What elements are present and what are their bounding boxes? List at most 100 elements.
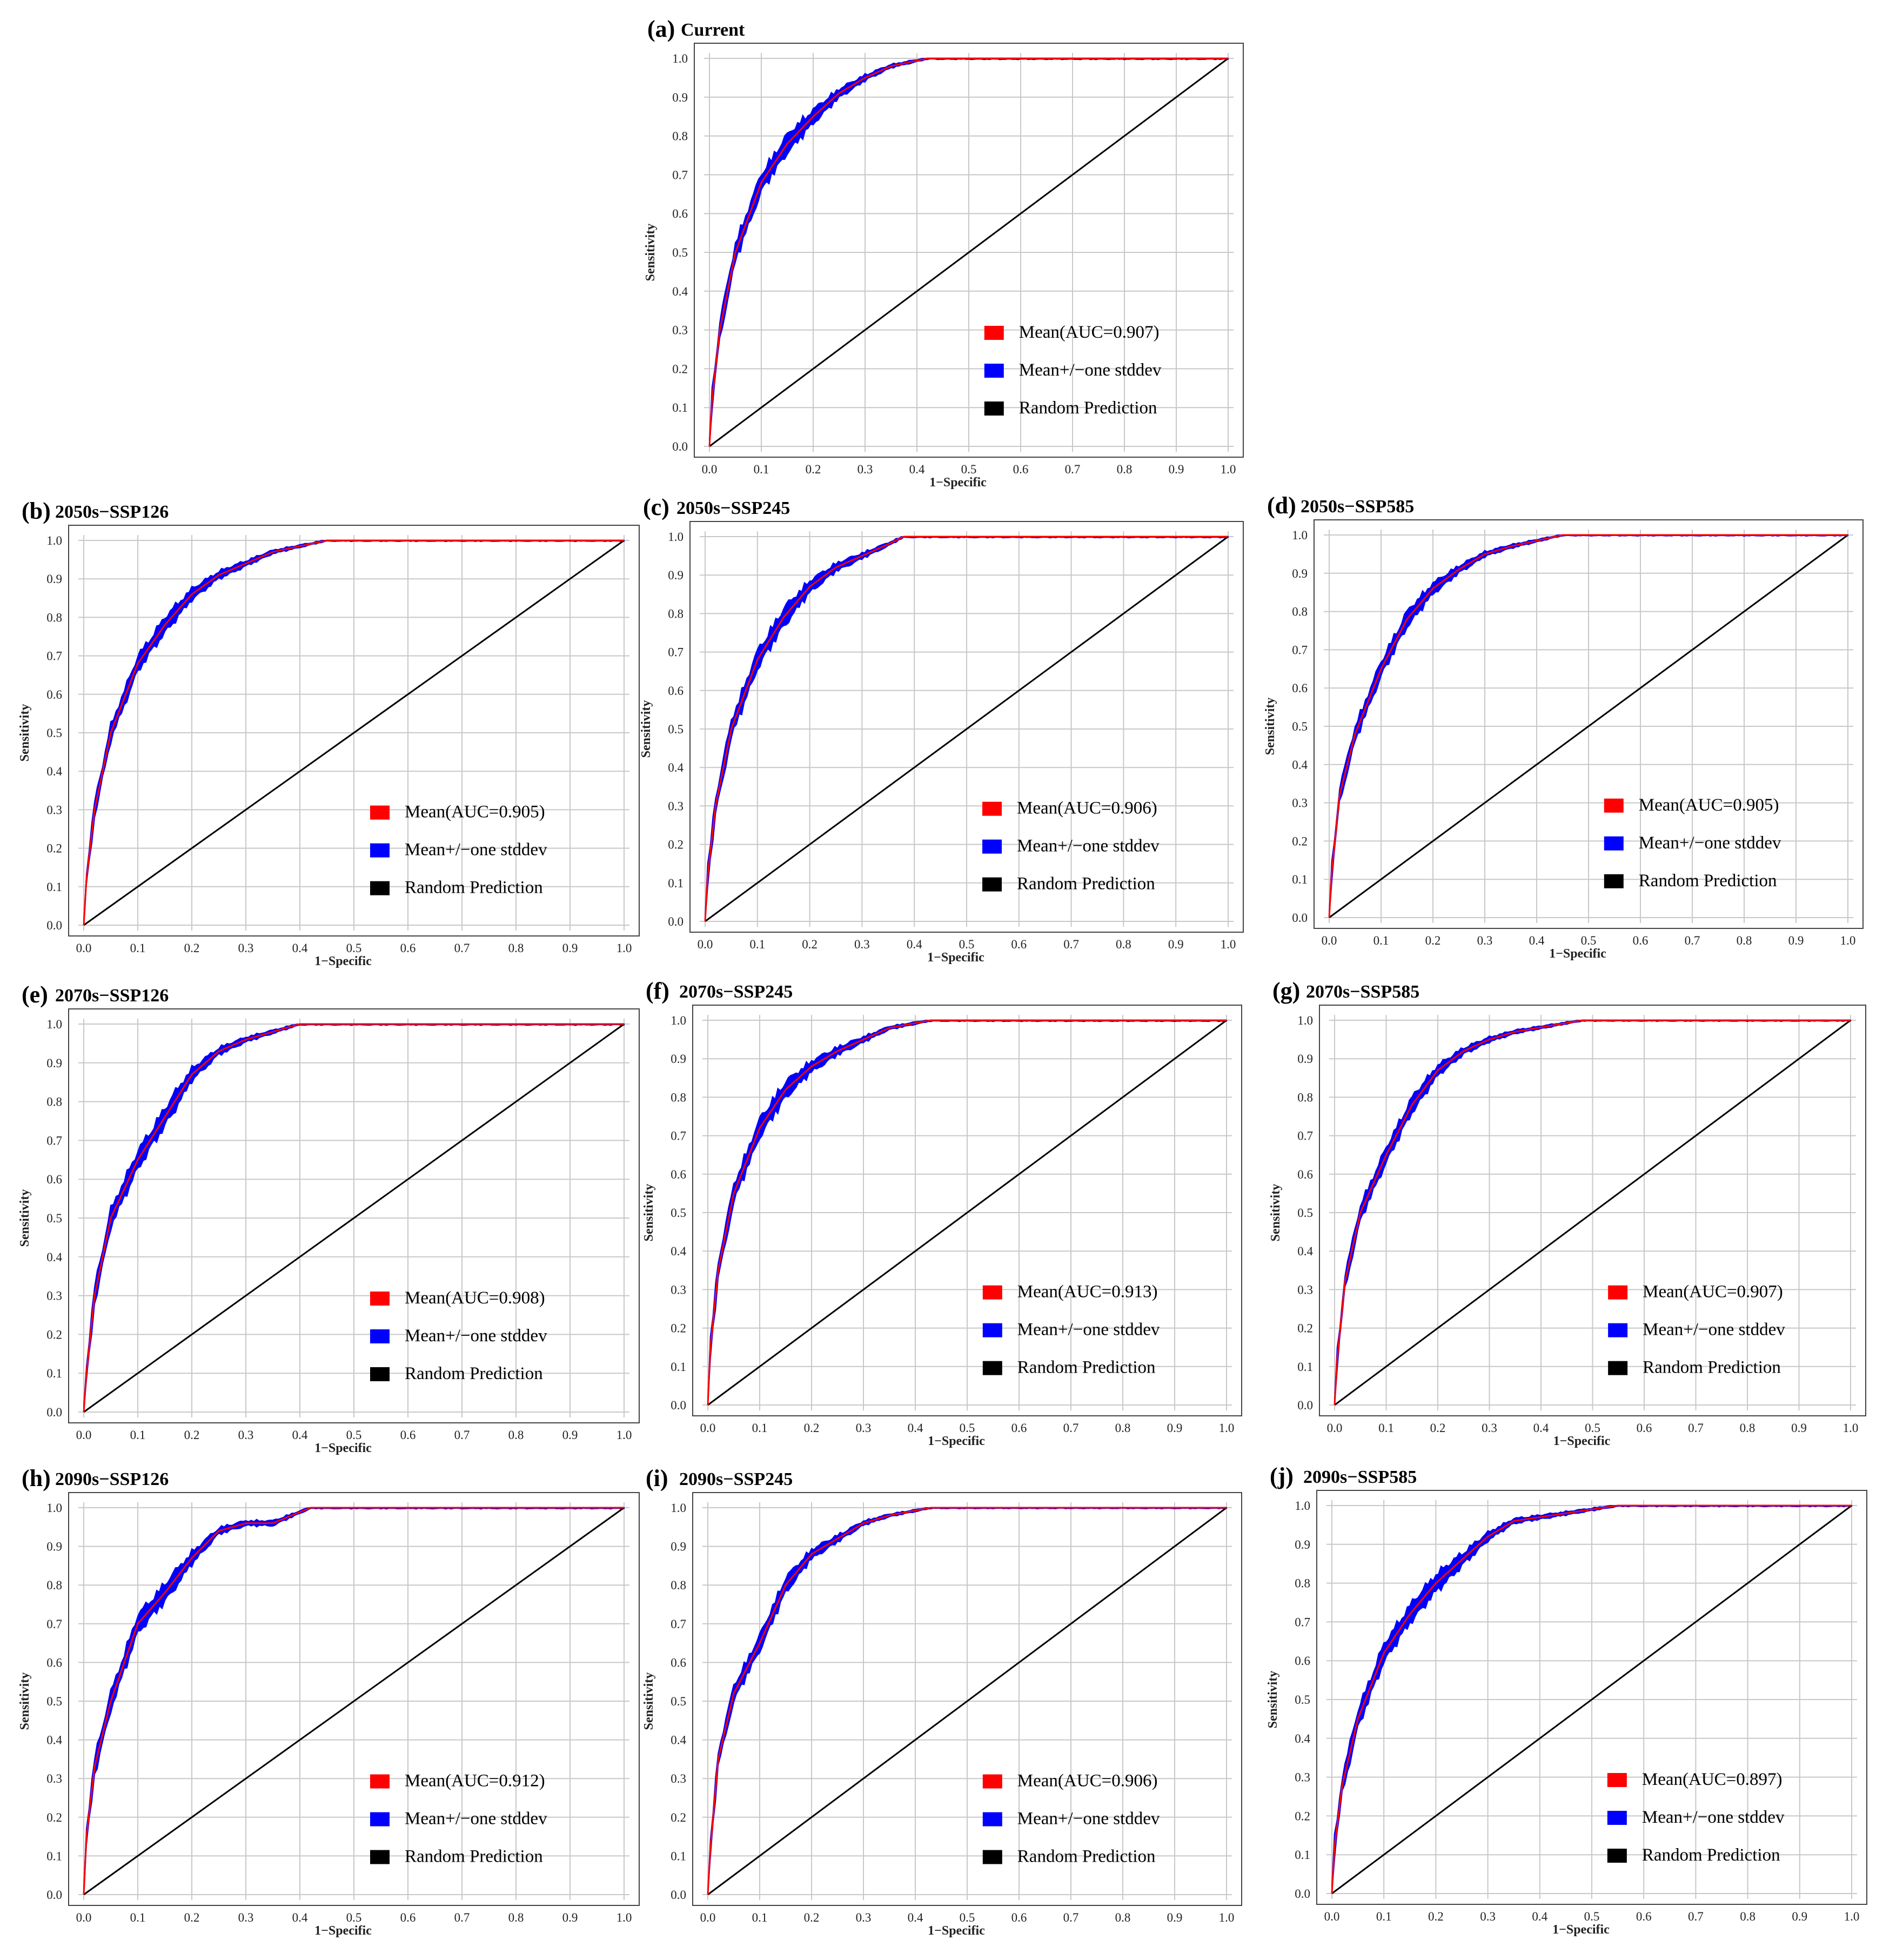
x-tick-label: 0.0 bbox=[698, 938, 713, 951]
x-tick-label: 0.7 bbox=[454, 1428, 470, 1442]
x-tick-label: 0.1 bbox=[752, 1421, 768, 1435]
random-prediction-line bbox=[83, 1507, 625, 1896]
y-axis-label: Sensitivity bbox=[642, 1184, 656, 1242]
y-tick-label: 0.5 bbox=[1295, 1693, 1310, 1707]
x-tick-label: 0.8 bbox=[1737, 934, 1752, 947]
x-tick-label: 0.3 bbox=[238, 941, 254, 955]
x-tick-label: 0.9 bbox=[562, 1911, 578, 1924]
legend-label: Random Prediction bbox=[405, 1847, 543, 1867]
x-axis-label: 1−Specific bbox=[928, 1434, 985, 1448]
x-tick-label: 0.5 bbox=[346, 941, 362, 955]
legend-swatch bbox=[982, 1850, 1002, 1864]
y-tick-label: 0.8 bbox=[46, 1578, 62, 1592]
random-prediction-line bbox=[707, 1507, 1227, 1896]
y-tick-label: 0.3 bbox=[1297, 1283, 1313, 1296]
x-axis-label: 1−Specific bbox=[1549, 947, 1606, 961]
x-tick-label: 0.8 bbox=[1740, 1421, 1755, 1435]
y-tick-label: 1.0 bbox=[1295, 1499, 1310, 1513]
y-axis-label: Sensitivity bbox=[1269, 1184, 1283, 1242]
legend-swatch bbox=[370, 1291, 390, 1306]
x-tick-label: 1.0 bbox=[1844, 1910, 1860, 1923]
legend: Mean(AUC=0.905) Mean+/−one stddev Random P… bbox=[370, 802, 547, 898]
y-tick-label: 0.2 bbox=[46, 1328, 62, 1341]
x-tick-label: 0.0 bbox=[1324, 1910, 1340, 1923]
y-tick-label: 0.5 bbox=[671, 1695, 686, 1708]
x-axis-label: 1−Specific bbox=[314, 954, 372, 968]
x-tick-label: 0.0 bbox=[76, 941, 92, 955]
y-axis-label: Sensitivity bbox=[639, 700, 653, 758]
legend: Mean(AUC=0.897) Mean+/−one stddev Random P… bbox=[1607, 1770, 1785, 1865]
y-tick-label: 0.4 bbox=[671, 1245, 686, 1258]
y-tick-label: 0.1 bbox=[671, 1360, 686, 1374]
x-tick-label: 0.7 bbox=[454, 941, 470, 955]
panel-label: (j) bbox=[1270, 1463, 1294, 1489]
x-tick-label: 0.6 bbox=[400, 1911, 416, 1924]
legend-swatch bbox=[370, 843, 390, 858]
mean-roc-line bbox=[1334, 1019, 1851, 1406]
x-tick-label: 0.4 bbox=[1533, 1421, 1549, 1435]
y-tick-label: 0.9 bbox=[46, 572, 62, 586]
x-tick-label: 1.0 bbox=[1219, 1421, 1235, 1435]
panel-title: Current bbox=[681, 20, 745, 40]
x-tick-label: 0.6 bbox=[1013, 463, 1029, 476]
x-tick-label: 0.6 bbox=[1011, 938, 1027, 951]
legend-swatch bbox=[370, 1367, 390, 1381]
x-tick-label: 0.9 bbox=[1792, 1910, 1807, 1923]
y-tick-label: 0.6 bbox=[46, 1173, 62, 1186]
x-tick-label: 0.0 bbox=[1327, 1421, 1343, 1435]
y-tick-label: 0.1 bbox=[46, 880, 62, 894]
x-tick-label: 1.0 bbox=[1840, 934, 1856, 947]
legend-label: Mean+/−one stddev bbox=[1017, 837, 1160, 856]
x-axis-label: 1−Specific bbox=[314, 1924, 372, 1938]
x-tick-label: 0.5 bbox=[959, 938, 975, 951]
gridlines bbox=[704, 53, 1234, 452]
y-tick-label: 0.1 bbox=[672, 401, 688, 414]
x-tick-label: 0.3 bbox=[238, 1911, 254, 1924]
x-tick-label: 0.9 bbox=[1167, 1421, 1183, 1435]
legend-label: Random Prediction bbox=[1017, 1358, 1156, 1377]
x-tick-label: 0.9 bbox=[562, 941, 578, 955]
y-tick-label: 0.8 bbox=[671, 1578, 686, 1592]
x-tick-label: 0.6 bbox=[1633, 934, 1649, 947]
panel-label: (e) bbox=[22, 981, 48, 1008]
y-axis-label: Sensitivity bbox=[644, 224, 658, 282]
y-tick-label: 0.9 bbox=[671, 1052, 686, 1066]
y-tick-label: 0.8 bbox=[671, 1091, 686, 1104]
legend-swatch bbox=[982, 1285, 1002, 1300]
y-tick-label: 0.6 bbox=[1292, 681, 1308, 695]
legend-swatch bbox=[1604, 874, 1624, 888]
legend-swatch bbox=[1607, 1810, 1627, 1825]
legend: Mean(AUC=0.905) Mean+/−one stddev Random P… bbox=[1604, 795, 1781, 891]
x-tick-label: 0.4 bbox=[292, 1428, 308, 1442]
x-tick-label: 0.2 bbox=[804, 1911, 820, 1924]
y-tick-label: 0.1 bbox=[1292, 873, 1308, 886]
panel-title: 2090s−SSP126 bbox=[55, 1469, 169, 1489]
x-tick-label: 0.8 bbox=[508, 941, 524, 955]
roc-panel-a: 0.0 0.1 0.2 0.3 0.4 0.5 0.6 0.7 0.8 0.9 1.0 0.0 0.1 0… bbox=[644, 16, 1244, 490]
x-tick-label: 0.7 bbox=[1065, 463, 1081, 476]
x-tick-label: 0.3 bbox=[856, 1911, 872, 1924]
y-tick-label: 0.4 bbox=[672, 285, 688, 298]
x-tick-label: 0.9 bbox=[1168, 938, 1184, 951]
legend-label: Mean+/−one stddev bbox=[1643, 1320, 1785, 1340]
x-tick-label: 0.8 bbox=[1115, 1421, 1131, 1435]
y-tick-label: 0.2 bbox=[1295, 1809, 1310, 1823]
y-tick-label: 0.6 bbox=[668, 684, 684, 698]
y-tick-label: 0.4 bbox=[668, 761, 684, 774]
y-tick-label: 1.0 bbox=[668, 530, 684, 544]
legend-swatch bbox=[982, 1812, 1002, 1827]
random-prediction-line bbox=[707, 1019, 1227, 1406]
x-tick-label: 0.8 bbox=[1740, 1910, 1755, 1923]
y-tick-label: 0.5 bbox=[46, 1212, 62, 1225]
x-tick-label: 0.0 bbox=[702, 463, 718, 476]
y-tick-label: 0.5 bbox=[671, 1206, 686, 1220]
y-tick-label: 0.4 bbox=[1292, 758, 1308, 772]
mean-roc-line bbox=[707, 1019, 1227, 1406]
x-tick-label: 0.2 bbox=[806, 463, 821, 476]
x-tick-label: 0.4 bbox=[909, 463, 925, 476]
legend-label: Mean(AUC=0.906) bbox=[1017, 1771, 1158, 1791]
x-tick-label: 0.7 bbox=[1688, 1910, 1704, 1923]
legend-swatch bbox=[982, 877, 1002, 892]
legend-swatch bbox=[1607, 1772, 1627, 1787]
